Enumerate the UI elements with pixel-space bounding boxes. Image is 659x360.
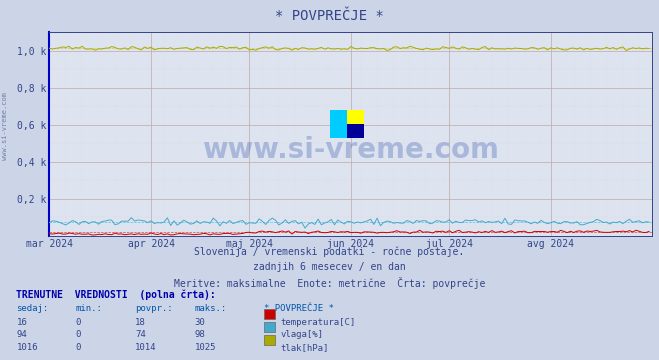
- Text: 16: 16: [16, 318, 27, 327]
- Text: 30: 30: [194, 318, 205, 327]
- Text: 1014: 1014: [135, 343, 157, 352]
- Text: povpr.:: povpr.:: [135, 304, 173, 313]
- Text: 0: 0: [76, 343, 81, 352]
- Text: 94: 94: [16, 330, 27, 339]
- Text: tlak[hPa]: tlak[hPa]: [281, 343, 329, 352]
- Bar: [330, 110, 347, 138]
- Text: Meritve: maksimalne  Enote: metrične  Črta: povprečje: Meritve: maksimalne Enote: metrične Črta…: [174, 277, 485, 289]
- Text: * POVPREČJE *: * POVPREČJE *: [275, 9, 384, 23]
- Text: sedaj:: sedaj:: [16, 304, 49, 313]
- Bar: [347, 124, 364, 138]
- Text: 98: 98: [194, 330, 205, 339]
- Text: 74: 74: [135, 330, 146, 339]
- Text: 0: 0: [76, 330, 81, 339]
- Text: min.:: min.:: [76, 304, 103, 313]
- Bar: [347, 110, 364, 124]
- Text: vlaga[%]: vlaga[%]: [281, 330, 324, 339]
- Text: 0: 0: [76, 318, 81, 327]
- Text: * POVPREČJE *: * POVPREČJE *: [264, 304, 333, 313]
- Text: 18: 18: [135, 318, 146, 327]
- Text: TRENUTNE  VREDNOSTI  (polna črta):: TRENUTNE VREDNOSTI (polna črta):: [16, 290, 216, 300]
- Text: 1016: 1016: [16, 343, 38, 352]
- Text: temperatura[C]: temperatura[C]: [281, 318, 356, 327]
- Text: www.si-vreme.com: www.si-vreme.com: [1, 92, 8, 160]
- Text: www.si-vreme.com: www.si-vreme.com: [202, 136, 500, 165]
- Text: Slovenija / vremenski podatki - ročne postaje.: Slovenija / vremenski podatki - ročne po…: [194, 247, 465, 257]
- Text: maks.:: maks.:: [194, 304, 227, 313]
- Text: 1025: 1025: [194, 343, 216, 352]
- Text: zadnjih 6 mesecev / en dan: zadnjih 6 mesecev / en dan: [253, 262, 406, 272]
